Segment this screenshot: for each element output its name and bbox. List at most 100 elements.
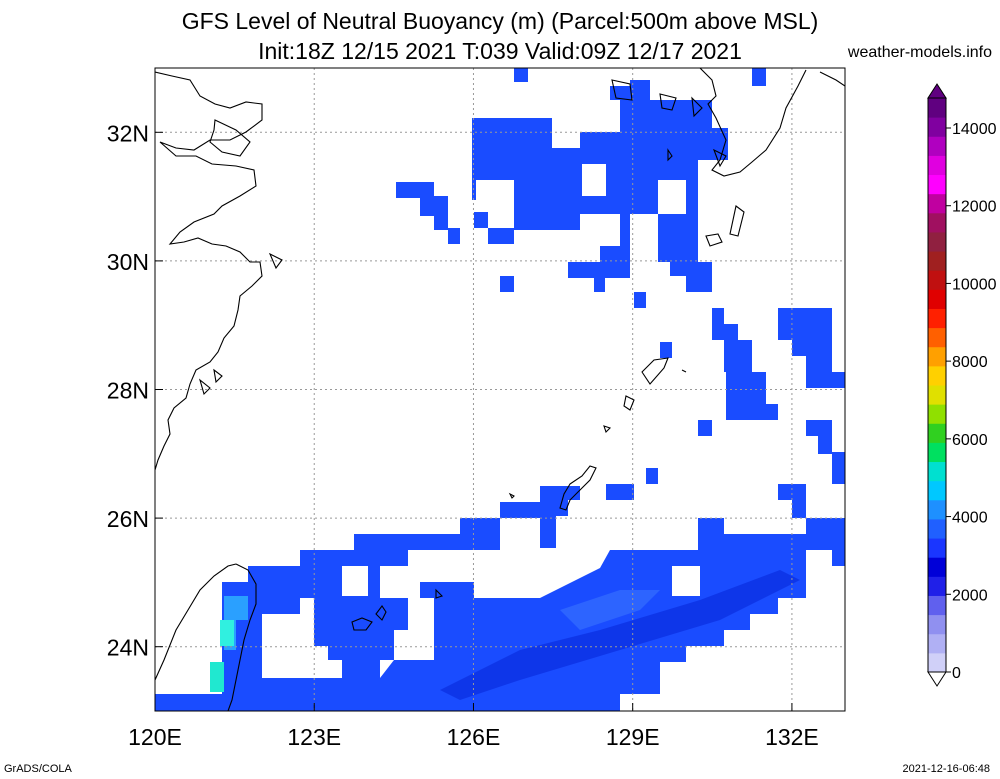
colorbar-swatch: [928, 385, 946, 405]
coast-sakishima: [351, 588, 444, 631]
colorbar-label: 0: [952, 665, 961, 682]
colorbar-swatch: [928, 231, 946, 252]
coast-amami: [641, 148, 687, 385]
field-patch-mid: [500, 486, 580, 548]
field-patch-south: [222, 518, 500, 694]
colorbar-swatch: [928, 365, 946, 386]
colorbar-swatch: [928, 289, 946, 309]
field-patch: [396, 182, 434, 198]
colorbar-swatch: [928, 480, 946, 501]
lon-tick-label: 120E: [128, 724, 182, 750]
coastlines: [155, 68, 845, 711]
field-streak: [560, 590, 660, 630]
colorbar-swatch: [928, 117, 946, 137]
colorbar-label: 2000: [952, 587, 988, 604]
field-hole: [476, 180, 514, 214]
site-label: weather-models.info: [847, 44, 992, 61]
colorbar-min-arrow: [927, 671, 947, 687]
footer-left: GrADS/COLA: [4, 763, 72, 775]
field-hole: [658, 180, 686, 214]
field-patch: [792, 500, 806, 518]
field-patch: [606, 484, 634, 500]
coast-shikoku: [819, 71, 845, 87]
axis-ticks: 120E 123E 126E 129E 132E 24N 26N 28N 30N 32N: [107, 120, 819, 750]
field-hole: [630, 214, 658, 262]
colorbar-swatch: [928, 270, 946, 290]
colorbar-swatch: [928, 557, 946, 577]
field-patch: [832, 452, 845, 484]
colorbar-swatch: [928, 404, 946, 424]
colorbar-swatch: [928, 614, 946, 635]
colorbar-swatch: [928, 576, 946, 596]
footer-right: 2021-12-16-06:48: [902, 763, 990, 775]
field-patch: [778, 484, 806, 500]
coast-islands-zhou: [198, 252, 283, 396]
colorbar-label: 4000: [952, 510, 988, 527]
coast-kyushu: [699, 68, 807, 177]
field-hole: [262, 614, 276, 662]
coast-yangtze: [209, 119, 251, 157]
colorbar-swatch: [928, 212, 946, 233]
colorbar-swatch: [928, 308, 946, 329]
coast-tanegashima: [705, 205, 745, 247]
colorbar-swatch: [928, 518, 946, 539]
chart-title-line2: Init:18Z 12/15 2021 T:039 Valid:09Z 12/1…: [258, 38, 742, 64]
colorbar-swatch: [928, 652, 946, 673]
chart-title-line1: GFS Level of Neutral Buoyancy (m) (Parce…: [181, 8, 819, 34]
lat-tick-label: 30N: [107, 249, 149, 275]
field-patch: [806, 420, 832, 436]
field-hole: [342, 566, 368, 596]
field-patch: [210, 662, 224, 692]
lon-tick-label: 123E: [287, 724, 341, 750]
field-patch-east: [712, 308, 778, 420]
field-patch: [752, 68, 766, 86]
colorbar-swatch: [928, 633, 946, 654]
colorbar: 0 2000 4000 6000 8000 10000 12000 14000: [927, 83, 997, 687]
colorbar-swatch: [928, 461, 946, 482]
colorbar-swatch: [928, 595, 946, 616]
colorbar-swatch: [928, 442, 946, 463]
colorbar-swatch: [928, 251, 946, 271]
field-patch: [448, 228, 460, 244]
colorbar-swatch: [928, 98, 946, 118]
map-grid: [155, 68, 845, 711]
colorbar-swatch: [928, 174, 946, 195]
field-patch: [488, 228, 514, 244]
lon-tick-label: 132E: [765, 724, 819, 750]
colorbar-max-arrow: [927, 83, 947, 99]
coast-taiwan: [155, 563, 257, 711]
colorbar-swatch: [928, 346, 946, 367]
field-layer: [155, 68, 845, 711]
field-patch: [646, 468, 658, 484]
lat-tick-label: 24N: [107, 635, 149, 661]
colorbar-label: 6000: [952, 432, 988, 449]
lon-tick-label: 129E: [606, 724, 660, 750]
field-patch: [634, 292, 646, 308]
colorbar-label: 12000: [952, 199, 997, 216]
colorbar-label: 10000: [952, 276, 997, 293]
coast-china: [155, 71, 263, 471]
colorbar-swatch: [928, 538, 946, 558]
lon-tick-label: 126E: [447, 724, 501, 750]
field-patch: [474, 212, 488, 228]
field-patch: [434, 214, 448, 230]
colorbar-label: 14000: [952, 121, 997, 138]
coast-kyushu-west: [611, 79, 727, 168]
field-patch: [420, 196, 448, 216]
colorbar-swatch: [928, 155, 946, 176]
field-patch: [660, 342, 672, 358]
field-hole: [582, 164, 606, 196]
colorbar-label: 8000: [952, 354, 988, 371]
field-patch: [500, 276, 514, 292]
field-hole: [672, 566, 700, 596]
field-patch: [818, 436, 832, 454]
lat-tick-label: 28N: [107, 378, 149, 404]
field-patch: [698, 420, 712, 436]
coast-okinawa: [508, 395, 635, 511]
field-patch-east: [778, 308, 845, 388]
field-patch: [220, 620, 234, 646]
colorbar-swatch: [928, 136, 946, 156]
colorbar-swatch: [928, 327, 946, 348]
lat-tick-label: 32N: [107, 120, 149, 146]
